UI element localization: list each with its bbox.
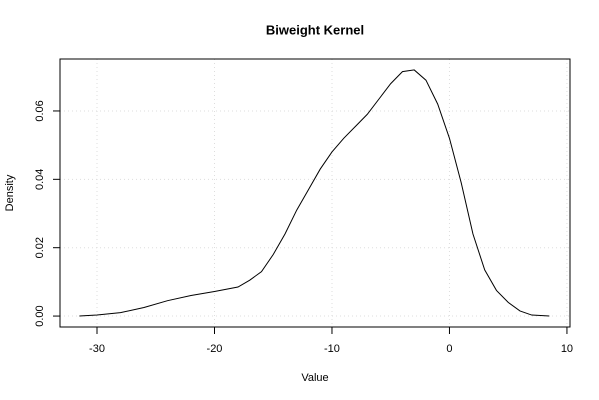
x-tick-label: -10 (324, 343, 340, 355)
plot-frame (59, 58, 571, 328)
x-tick-label: 10 (561, 343, 573, 355)
x-tick-label: -20 (207, 343, 223, 355)
y-axis-label: Density (4, 174, 16, 211)
y-tick-label: 0.06 (34, 100, 46, 121)
x-tick-label: -30 (89, 343, 105, 355)
x-axis-label: Value (301, 372, 328, 384)
y-tick-label: 0.02 (34, 237, 46, 258)
chart-title: Biweight Kernel (266, 22, 364, 37)
y-tick-label: 0.04 (34, 169, 46, 190)
x-tick-label: 0 (446, 343, 452, 355)
density-line (79, 69, 550, 317)
y-tick-label: 0.00 (34, 305, 46, 326)
